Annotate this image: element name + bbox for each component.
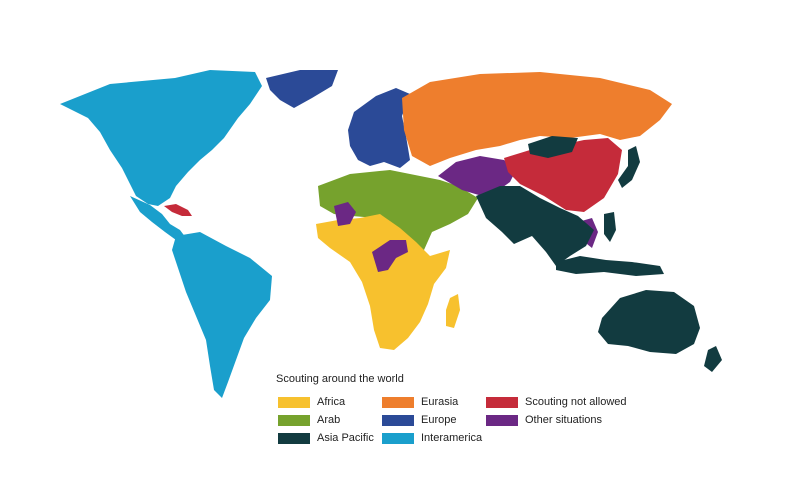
legend-label-asia-pacific: Asia Pacific bbox=[317, 432, 374, 444]
region-australia bbox=[598, 290, 700, 354]
region-madagascar bbox=[446, 294, 460, 328]
legend-item-africa: Africa bbox=[278, 395, 345, 409]
legend-swatch-arab bbox=[278, 414, 310, 426]
region-cuba bbox=[164, 204, 192, 216]
region-indonesia bbox=[556, 256, 664, 276]
legend-item-asia-pacific: Asia Pacific bbox=[278, 431, 374, 445]
legend-label-europe: Europe bbox=[421, 414, 457, 426]
region-europe bbox=[348, 88, 410, 168]
region-eurasia bbox=[402, 72, 672, 166]
region-greenland bbox=[266, 70, 338, 108]
region-central-america bbox=[130, 196, 186, 240]
legend-label-other: Other situations bbox=[525, 414, 603, 426]
legend-item-arab: Arab bbox=[278, 413, 340, 427]
legend-swatch-not-allowed bbox=[486, 396, 518, 408]
region-other-central-asia bbox=[438, 156, 516, 196]
legend-swatch-africa bbox=[278, 396, 310, 408]
region-africa bbox=[316, 214, 450, 350]
legend-title: Scouting around the world bbox=[276, 373, 404, 385]
legend-item-interamerica: Interamerica bbox=[382, 431, 482, 445]
legend-label-arab: Arab bbox=[317, 414, 341, 426]
map-legend: Scouting around the world Africa Arab As… bbox=[276, 373, 656, 453]
legend-swatch-europe bbox=[382, 414, 414, 426]
legend-item-europe: Europe bbox=[382, 413, 456, 427]
legend-label-not-allowed: Scouting not allowed bbox=[525, 396, 627, 408]
legend-item-other: Other situations bbox=[486, 413, 602, 427]
legend-swatch-other bbox=[486, 414, 518, 426]
region-south-america bbox=[172, 232, 272, 398]
region-other-east-africa bbox=[372, 240, 408, 272]
region-mongolia bbox=[528, 136, 578, 158]
region-north-america bbox=[60, 70, 262, 206]
region-new-zealand bbox=[704, 346, 722, 372]
region-other-west-africa bbox=[334, 202, 356, 226]
legend-swatch-asia-pacific bbox=[278, 432, 310, 444]
legend-item-not-allowed: Scouting not allowed bbox=[486, 395, 627, 409]
region-philippines bbox=[604, 212, 616, 242]
legend-label-africa: Africa bbox=[317, 396, 346, 408]
region-arab bbox=[318, 170, 478, 250]
legend-item-eurasia: Eurasia bbox=[382, 395, 458, 409]
region-asia-pacific-south bbox=[476, 186, 594, 266]
legend-swatch-eurasia bbox=[382, 396, 414, 408]
legend-label-eurasia: Eurasia bbox=[421, 396, 459, 408]
legend-swatch-interamerica bbox=[382, 432, 414, 444]
region-china bbox=[504, 138, 622, 212]
region-japan bbox=[618, 146, 640, 188]
legend-label-interamerica: Interamerica bbox=[421, 432, 483, 444]
